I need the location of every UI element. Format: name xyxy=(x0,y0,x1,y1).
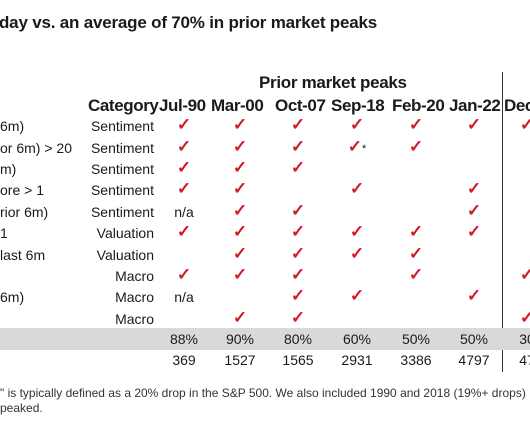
row-category: Sentiment xyxy=(90,161,154,177)
check-mark: ✓ xyxy=(232,201,248,220)
summary-pct-cell: 50% xyxy=(459,331,489,347)
col-header-jan-22: Jan-22 xyxy=(449,96,501,115)
check-mark: ✓ xyxy=(349,286,365,305)
row-category: Macro xyxy=(115,311,154,327)
row-category: Macro xyxy=(115,289,154,305)
check-mark: ✓ xyxy=(232,222,248,241)
table-cell: n/a xyxy=(174,204,194,220)
summary-level-cell: 369 xyxy=(172,352,196,368)
summary-band xyxy=(0,328,530,350)
check-mark: ✓ xyxy=(408,115,424,134)
check-mark: ✓ xyxy=(466,115,482,134)
col-header-mar-00: Mar-00 xyxy=(211,96,264,115)
check-mark: ✓ xyxy=(232,265,248,284)
col-header-feb-20: Feb-20 xyxy=(392,96,445,115)
summary-level-cell: 4797 xyxy=(458,352,490,368)
summary-pct-cell: 30 xyxy=(519,331,530,347)
check-mark: ✓ xyxy=(290,286,306,305)
summary-level-cell: 47 xyxy=(519,352,530,368)
row-label: 1 xyxy=(0,225,8,241)
check-mark: ✓ xyxy=(176,265,192,284)
row-label: 6m) xyxy=(0,289,25,305)
check-mark: ✓ xyxy=(519,115,530,134)
check-mark: ✓ xyxy=(176,179,192,198)
check-mark: ✓ xyxy=(349,115,365,134)
check-mark: ✓ xyxy=(519,265,530,284)
summary-pct-cell: 80% xyxy=(283,331,313,347)
check-mark: ✓ xyxy=(290,265,306,284)
row-label: 6m) xyxy=(0,118,25,134)
check-mark: ✓ xyxy=(466,286,482,305)
check-mark: ✓ xyxy=(408,265,424,284)
summary-level-cell: 3386 xyxy=(400,352,432,368)
check-mark: ✓ xyxy=(349,179,365,198)
check-mark: ✓ xyxy=(176,115,192,134)
row-category: Sentiment xyxy=(90,118,154,134)
check-mark: ✓ xyxy=(232,244,248,263)
row-label: rior 6m) xyxy=(0,204,49,220)
summary-level-cell: 2931 xyxy=(341,352,373,368)
check-mark: ✓ xyxy=(290,115,306,134)
check-mark: ✓ xyxy=(290,222,306,241)
row-label: ore > 1 xyxy=(0,182,44,198)
row-label: last 6m xyxy=(0,247,46,263)
summary-pct-cell: 50% xyxy=(401,331,431,347)
check-mark: ✓ xyxy=(349,244,365,263)
summary-pct-cell: 88% xyxy=(169,331,199,347)
row-label: m) xyxy=(0,161,17,177)
check-mark: ✓* xyxy=(347,137,367,156)
check-mark: ✓ xyxy=(232,158,248,177)
summary-pct-cell: 90% xyxy=(225,331,255,347)
check-mark: ✓ xyxy=(232,115,248,134)
column-divider xyxy=(502,72,503,372)
check-mark: ✓ xyxy=(349,222,365,241)
check-mark: ✓ xyxy=(176,137,192,156)
group-header: Prior market peaks xyxy=(259,73,407,92)
col-header-oct-07: Oct-07 xyxy=(275,96,326,115)
summary-level-cell: 1527 xyxy=(224,352,256,368)
check-mark: ✓ xyxy=(232,179,248,198)
row-category: Valuation xyxy=(96,225,154,241)
check-mark: ✓ xyxy=(466,179,482,198)
footnote-2: peaked. xyxy=(0,401,43,415)
check-mark: ✓ xyxy=(232,308,248,327)
row-category: Macro xyxy=(115,268,154,284)
row-category: Sentiment xyxy=(90,182,154,198)
page-title: day vs. an average of 70% in prior marke… xyxy=(0,13,378,32)
check-mark: ✓ xyxy=(408,137,424,156)
summary-pct-cell: 60% xyxy=(342,331,372,347)
col-header-dec: Dec xyxy=(504,96,530,115)
summary-level-cell: 1565 xyxy=(282,352,314,368)
footnote-1: " is typically defined as a 20% drop in … xyxy=(0,386,526,400)
check-mark: ✓ xyxy=(290,158,306,177)
check-mark: ✓ xyxy=(176,158,192,177)
check-mark: ✓ xyxy=(232,137,248,156)
col-header-jul-90: Jul-90 xyxy=(159,96,206,115)
row-category: Sentiment xyxy=(90,204,154,220)
table-cell: n/a xyxy=(174,289,194,305)
row-category: Valuation xyxy=(96,247,154,263)
footnote-star: * xyxy=(361,143,367,155)
check-mark: ✓ xyxy=(519,308,530,327)
check-mark: ✓ xyxy=(466,222,482,241)
category-header: Category xyxy=(88,96,159,115)
check-mark: ✓ xyxy=(176,222,192,241)
check-mark: ✓ xyxy=(466,201,482,220)
col-header-sep-18: Sep-18 xyxy=(331,96,385,115)
check-mark: ✓ xyxy=(408,244,424,263)
row-label: or 6m) > 20 xyxy=(0,140,72,156)
check-mark: ✓ xyxy=(408,222,424,241)
check-mark: ✓ xyxy=(290,137,306,156)
check-mark: ✓ xyxy=(290,201,306,220)
row-category: Sentiment xyxy=(90,140,154,156)
check-mark: ✓ xyxy=(290,308,306,327)
check-mark: ✓ xyxy=(290,244,306,263)
